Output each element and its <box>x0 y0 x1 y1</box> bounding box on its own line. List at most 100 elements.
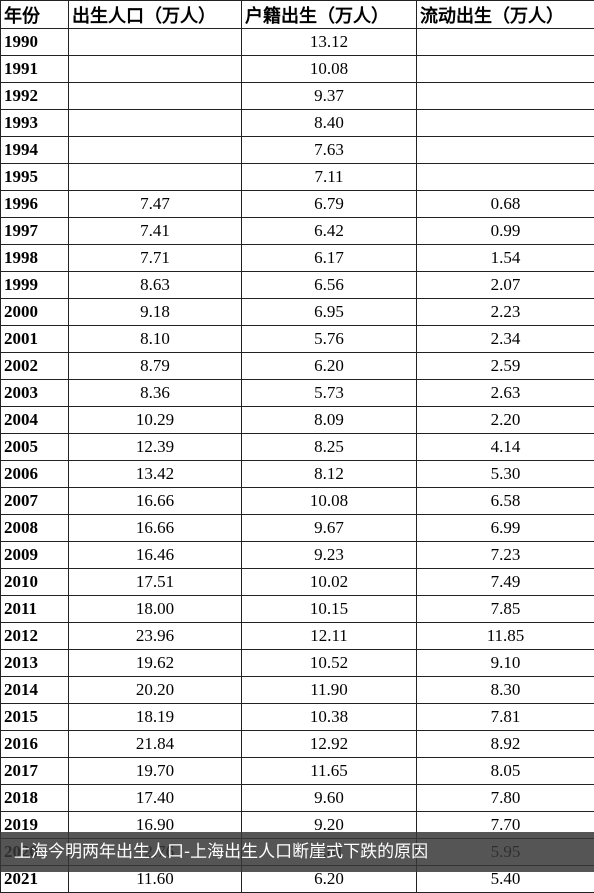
value-cell <box>69 110 242 137</box>
value-cell <box>69 56 242 83</box>
value-cell: 8.25 <box>242 434 417 461</box>
value-cell: 9.10 <box>417 650 594 677</box>
value-cell: 8.12 <box>242 461 417 488</box>
value-cell: 7.81 <box>417 704 594 731</box>
year-cell: 2012 <box>1 623 69 650</box>
header-cell: 年份 <box>1 1 69 29</box>
year-cell: 1992 <box>1 83 69 110</box>
year-cell: 1997 <box>1 218 69 245</box>
header-row: 年份出生人口（万人）户籍出生（万人）流动出生（万人） <box>1 1 594 29</box>
value-cell: 7.41 <box>69 218 242 245</box>
value-cell: 13.42 <box>69 461 242 488</box>
value-cell: 7.23 <box>417 542 594 569</box>
value-cell: 7.71 <box>69 245 242 272</box>
value-cell: 2.34 <box>417 326 594 353</box>
value-cell: 21.84 <box>69 731 242 758</box>
value-cell <box>417 137 594 164</box>
value-cell: 6.58 <box>417 488 594 515</box>
value-cell: 8.63 <box>69 272 242 299</box>
value-cell <box>417 56 594 83</box>
table-row: 1992 9.37 <box>1 83 594 110</box>
value-cell: 9.37 <box>242 83 417 110</box>
value-cell: 16.66 <box>69 488 242 515</box>
value-cell: 7.11 <box>242 164 417 191</box>
year-cell: 1994 <box>1 137 69 164</box>
year-cell: 2018 <box>1 785 69 812</box>
year-cell: 2015 <box>1 704 69 731</box>
value-cell: 8.30 <box>417 677 594 704</box>
value-cell: 8.92 <box>417 731 594 758</box>
year-cell: 2013 <box>1 650 69 677</box>
year-cell: 2004 <box>1 407 69 434</box>
value-cell <box>417 29 594 56</box>
year-cell: 2014 <box>1 677 69 704</box>
value-cell: 10.52 <box>242 650 417 677</box>
year-cell: 1996 <box>1 191 69 218</box>
value-cell: 17.40 <box>69 785 242 812</box>
value-cell: 10.15 <box>242 596 417 623</box>
value-cell: 1.54 <box>417 245 594 272</box>
value-cell <box>69 29 242 56</box>
year-cell: 2003 <box>1 380 69 407</box>
value-cell: 2.23 <box>417 299 594 326</box>
value-cell: 19.70 <box>69 758 242 785</box>
value-cell: 0.68 <box>417 191 594 218</box>
value-cell: 12.11 <box>242 623 417 650</box>
value-cell: 2.07 <box>417 272 594 299</box>
value-cell: 8.09 <box>242 407 417 434</box>
value-cell: 6.79 <box>242 191 417 218</box>
year-cell: 1995 <box>1 164 69 191</box>
table-row: 1995 7.11 <box>1 164 594 191</box>
value-cell: 6.20 <box>242 353 417 380</box>
value-cell: 6.99 <box>417 515 594 542</box>
value-cell: 2.59 <box>417 353 594 380</box>
value-cell <box>69 137 242 164</box>
value-cell: 6.17 <box>242 245 417 272</box>
year-cell: 1999 <box>1 272 69 299</box>
value-cell: 0.99 <box>417 218 594 245</box>
value-cell: 8.40 <box>242 110 417 137</box>
value-cell: 20.20 <box>69 677 242 704</box>
year-cell: 1993 <box>1 110 69 137</box>
value-cell: 23.96 <box>69 623 242 650</box>
value-cell: 5.76 <box>242 326 417 353</box>
year-cell: 2010 <box>1 569 69 596</box>
caption: 上海今明两年出生人口-上海出生人口断崖式下跌的原因 <box>0 832 594 872</box>
value-cell: 11.65 <box>242 758 417 785</box>
value-cell: 9.23 <box>242 542 417 569</box>
value-cell: 8.79 <box>69 353 242 380</box>
value-cell <box>417 164 594 191</box>
value-cell: 4.14 <box>417 434 594 461</box>
year-cell: 1990 <box>1 29 69 56</box>
year-cell: 2007 <box>1 488 69 515</box>
value-cell: 10.29 <box>69 407 242 434</box>
value-cell: 9.18 <box>69 299 242 326</box>
header-cell: 户籍出生（万人） <box>242 1 417 29</box>
value-cell: 7.80 <box>417 785 594 812</box>
value-cell: 8.10 <box>69 326 242 353</box>
value-cell <box>69 164 242 191</box>
value-cell: 5.73 <box>242 380 417 407</box>
value-cell: 10.38 <box>242 704 417 731</box>
value-cell: 17.51 <box>69 569 242 596</box>
